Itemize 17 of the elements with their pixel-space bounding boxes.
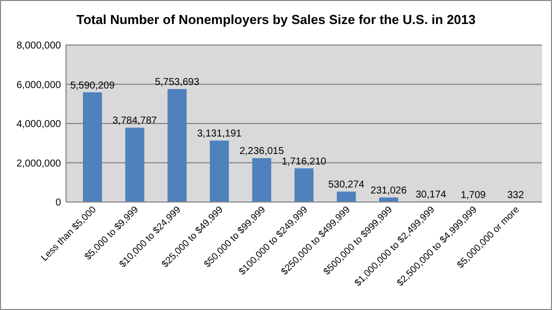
y-tick-label: 0 [55,198,62,208]
data-label: 231,026 [370,185,408,196]
data-label: 30,174 [416,189,447,200]
data-label: 3,784,787 [112,116,158,127]
data-label: 332 [507,190,524,201]
data-label: 2,236,015 [239,146,284,158]
data-label: 1,709 [460,190,486,201]
chart-title: Total Number of Nonemployers by Sales Size for the U.S. in 2013 [76,12,476,27]
y-tick-label: 8,000,000 [16,40,62,52]
data-label: 530,274 [328,180,365,191]
data-label: 3,131,191 [197,128,242,140]
y-tick-label: 6,000,000 [16,80,62,91]
data-label: 5,753,693 [154,77,200,88]
data-label: 5,590,209 [70,80,116,92]
y-tick-label: 4,000,000 [16,119,62,130]
data-label: 1,716,210 [282,156,327,168]
y-tick-label: 2,000,000 [16,158,62,170]
